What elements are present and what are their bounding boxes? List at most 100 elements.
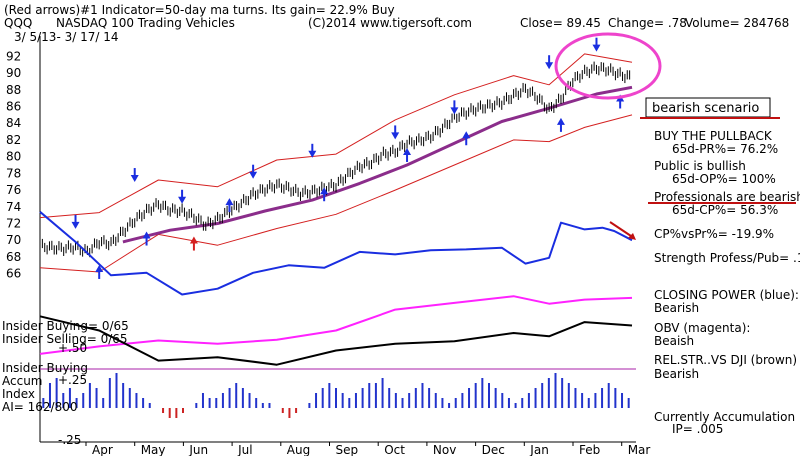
plus-50-label: +.50 (58, 341, 87, 355)
strength-value: Strength Profess/Pub= .1 (654, 251, 800, 265)
blue-down-arrow-4 (308, 143, 317, 158)
blue-up-arrow-6-head (556, 117, 565, 125)
date-range: 3/ 5/13- 3/ 17/ 14 (14, 30, 118, 44)
x-tick-label-10: Feb (579, 443, 600, 456)
blue-up-arrow-0-head (95, 264, 104, 272)
index-label: Index (2, 387, 35, 401)
y-tick-label-9: 74 (6, 200, 21, 214)
blue-down-arrow-6 (450, 100, 459, 115)
relstr-line (39, 315, 633, 366)
minus-25-label: -.25 (58, 433, 81, 447)
x-tick-label-6: Oct (384, 443, 405, 456)
blue-down-arrow-6-head (450, 107, 459, 115)
x-tick-label-3: Jul (237, 443, 252, 456)
x-tick-label-1: May (141, 443, 166, 456)
buy-pullback: BUY THE PULLBACK (654, 129, 773, 143)
public-bullish: Public is bullish (654, 159, 746, 173)
cp-value: 65d-CP%= 56.3% (672, 203, 778, 217)
pr-value: 65d-PR%= 76.2% (672, 142, 778, 156)
ma50-line (122, 85, 633, 244)
blue-up-arrow-3 (320, 187, 329, 202)
y-tick-label-5: 82 (6, 133, 21, 147)
blue-down-arrow-1-head (130, 175, 139, 183)
blue-down-arrow-5-head (391, 132, 400, 140)
y-tick-label-7: 78 (6, 166, 21, 180)
y-tick-label-2: 88 (6, 83, 21, 97)
blue-down-arrow-3-head (249, 171, 258, 179)
x-tick-label-8: Dec (482, 443, 505, 456)
obv-status: Beaish (654, 334, 694, 348)
x-tick-label-0: Apr (92, 443, 113, 456)
blue-down-arrow-7 (545, 55, 554, 70)
obv-label: OBV (magenta): (654, 321, 750, 335)
blue-up-arrow-1-head (142, 231, 151, 239)
blue-down-arrow-1 (130, 168, 139, 183)
bearish-scenario-label: bearish scenario (652, 101, 759, 116)
ip-value: IP= .005 (672, 422, 723, 436)
bands (39, 53, 633, 273)
y-tick-label-11: 70 (6, 233, 21, 247)
insider-buying-2: Insider Buying (2, 361, 88, 375)
red-pointer-line (609, 221, 635, 239)
indicator-line: (Red arrows)#1 Indicator=50-day ma turns… (4, 3, 395, 17)
closing-power-label: CLOSING POWER (blue): (654, 288, 799, 302)
insider-selling-label: Insider Selling= 0/65 (2, 332, 128, 346)
red-up-arrow-0-head (189, 236, 198, 244)
chart-title: NASDAQ 100 Trading Vehicles (56, 16, 235, 30)
plus-25-label: +.25 (58, 373, 87, 387)
closing-power-status: Bearish (654, 301, 699, 315)
upper-band-line (39, 53, 633, 219)
blue-up-arrow-2-head (225, 198, 234, 206)
y-tick-label-12: 68 (6, 250, 21, 264)
blue-down-arrow-0-head (71, 221, 80, 229)
insider-buying-label: Insider Buying= 0/65 (2, 319, 129, 333)
blue-up-arrow-5-head (462, 131, 471, 139)
blue-up-arrow-3-head (320, 187, 329, 195)
blue-down-arrow-2 (178, 189, 187, 204)
relstr-status: Bearish (654, 367, 699, 381)
highlight-ellipse (554, 32, 662, 100)
indicator-series (39, 211, 633, 366)
obv-line (39, 295, 633, 355)
y-tick-label-0: 92 (6, 49, 21, 63)
professionals-bearish: Professionals are bearish (654, 190, 800, 204)
x-tick-label-11: Mar (628, 443, 651, 456)
x-tick-label-7: Nov (433, 443, 456, 456)
blue-down-arrow-0 (71, 214, 80, 229)
red-pointer-head (628, 233, 636, 240)
y-tick-label-3: 86 (6, 100, 21, 114)
blue-up-arrow-1 (142, 231, 151, 246)
x-tick-label-5: Sep (336, 443, 359, 456)
op-value: 65d-OP%= 100% (672, 172, 776, 186)
blue-down-arrow-4-head (308, 150, 317, 158)
blue-up-arrow-6 (556, 117, 565, 132)
price-series (39, 61, 631, 258)
blue-up-arrow-5 (462, 131, 471, 146)
lower-band-line (39, 114, 633, 273)
blue-up-arrow-4 (403, 147, 412, 162)
blue-up-arrow-0 (95, 264, 104, 279)
volume-value: Volume= 284768 (685, 16, 789, 30)
cpvspr-value: CP%vsPr%= -19.9% (654, 227, 774, 241)
y-tick-labels: 92 90 88 86 84 82 80 78 76 74 72 70 68 66 (6, 49, 21, 280)
y-tick-label-1: 90 (6, 66, 21, 80)
close-value: Close= 89.45 (520, 16, 601, 30)
relstr-label: REL.STR..VS DJI (brown) (654, 353, 797, 367)
blue-up-arrow-2 (225, 198, 234, 213)
blue-down-arrow-5 (391, 125, 400, 140)
y-tick-label-8: 76 (6, 183, 21, 197)
y-tick-label-10: 72 (6, 217, 21, 231)
signal-arrows (71, 37, 625, 279)
change-value: Change= .78 (608, 16, 687, 30)
accum-label: Accum (2, 374, 43, 388)
blue-down-arrow-8-head (592, 44, 601, 52)
blue-down-arrow-7-head (545, 62, 554, 70)
x-tick-label-4: Aug (287, 443, 310, 456)
x-tick-label-9: Jan (529, 443, 549, 456)
copyright: (C)2014 www.tigersoft.com (308, 16, 472, 30)
blue-down-arrow-3 (249, 164, 258, 179)
blue-down-arrow-8 (592, 37, 601, 52)
blue-down-arrow-2-head (178, 196, 187, 204)
